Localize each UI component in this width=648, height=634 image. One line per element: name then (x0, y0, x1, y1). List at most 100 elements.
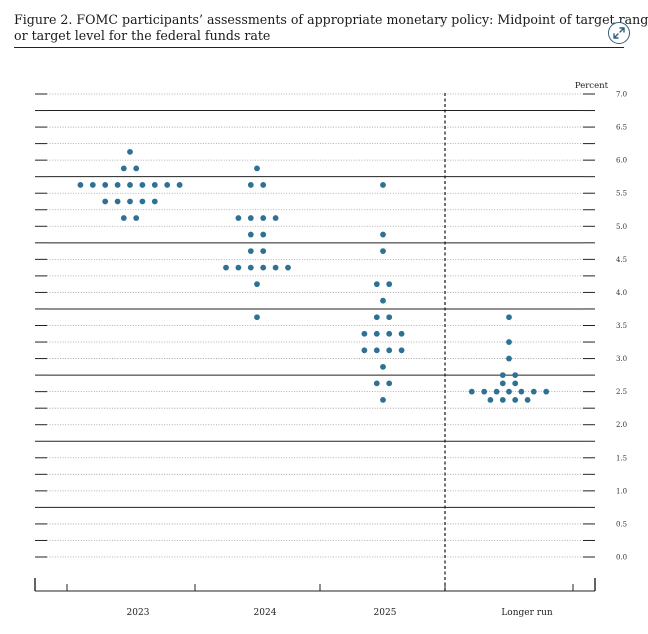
participant-dot (518, 388, 525, 395)
participant-dots (77, 148, 550, 403)
participant-dot (164, 182, 171, 188)
participant-dot (512, 397, 519, 403)
participant-dot (380, 248, 386, 254)
y-tick-label: 3.0 (616, 355, 627, 363)
participant-dot (373, 347, 380, 354)
participant-dot (247, 231, 254, 238)
participant-dot (176, 182, 183, 188)
caption-line-2: or target level for the federal funds ra… (14, 28, 271, 43)
participant-dot (373, 281, 380, 288)
participant-dot (380, 363, 386, 370)
y-tick-label: 1.5 (616, 454, 627, 462)
y-tick-label: 6.0 (616, 157, 627, 165)
participant-dot (223, 264, 229, 271)
participant-dot (127, 182, 133, 188)
y-axis-unit-label: Percent (575, 81, 609, 91)
participant-dot (493, 388, 500, 395)
expand-arrows-icon (613, 27, 625, 39)
participant-dot (380, 182, 386, 188)
y-tick-label: 4.0 (616, 289, 627, 297)
participant-dot (77, 182, 84, 188)
y-axis-ticks: 0.0 0.5 1.0 1.5 2.0 2.5 3.0 3.5 4.0 4.5 5.0 5.5 6.0 6… (616, 91, 627, 562)
participant-dot (102, 182, 109, 188)
participant-dot (260, 248, 267, 254)
participant-dot (114, 198, 121, 205)
y-tick-label: 0.5 (616, 520, 627, 528)
participant-dot (524, 397, 531, 403)
participant-dot (151, 182, 158, 188)
participant-dot (247, 248, 254, 254)
y-tick-label: 4.5 (616, 256, 627, 264)
x-category-label: 2024 (254, 608, 277, 618)
participant-dot (543, 388, 550, 395)
participant-dot (499, 380, 506, 387)
participant-dot (468, 388, 475, 395)
participant-dot (139, 182, 146, 188)
participant-dot (361, 347, 368, 354)
participant-dot (272, 264, 279, 271)
participant-dot (254, 281, 260, 288)
participant-dot (247, 182, 254, 188)
participant-dot (512, 372, 519, 379)
expand-button[interactable] (608, 22, 630, 44)
participant-dot (120, 165, 127, 172)
participant-dot (373, 314, 380, 321)
y-tick-label: 2.0 (616, 421, 627, 429)
participant-dot (386, 330, 393, 337)
participant-dot (398, 347, 405, 354)
participant-dot (386, 380, 393, 387)
participant-dot (361, 330, 368, 337)
participant-dot (247, 215, 254, 221)
participant-dot (530, 388, 537, 395)
participant-dot (373, 380, 380, 387)
participant-dot (102, 198, 109, 205)
participant-dot (380, 297, 386, 304)
participant-dot (499, 372, 506, 379)
participant-dot (380, 231, 386, 238)
participant-dot (506, 314, 512, 321)
participant-dot (499, 397, 506, 403)
participant-dot (235, 215, 242, 221)
participant-dot (120, 215, 127, 221)
participant-dot (373, 330, 380, 337)
participant-dot (512, 380, 519, 387)
y-tick-label: 5.5 (616, 190, 627, 198)
participant-dot (260, 231, 267, 238)
participant-dot (127, 198, 133, 205)
participant-dot (380, 397, 386, 403)
participant-dot (133, 215, 140, 221)
participant-dot (506, 388, 512, 395)
participant-dot (127, 148, 133, 155)
figure-caption: Figure 2. FOMC participants’ assessments… (14, 12, 648, 44)
participant-dot (254, 165, 260, 172)
y-tick-label: 7.0 (616, 91, 627, 99)
participant-dot (235, 264, 242, 271)
caption-line-1: Figure 2. FOMC participants’ assessments… (14, 12, 648, 27)
y-tick-label: 1.0 (616, 487, 627, 495)
participant-dot (272, 215, 279, 221)
y-tick-label: 6.5 (616, 124, 627, 132)
participant-dot (386, 281, 393, 288)
participant-dot (247, 264, 254, 271)
participant-dot (139, 198, 146, 205)
participant-dot (506, 355, 512, 362)
participant-dot (114, 182, 121, 188)
participant-dot (133, 165, 140, 172)
y-tick-label: 3.5 (616, 322, 627, 330)
participant-dot (254, 314, 260, 321)
x-category-label: 2023 (127, 608, 150, 618)
chart-gridlines (35, 93, 595, 558)
caption-divider (14, 47, 624, 48)
participant-dot (487, 397, 494, 403)
participant-dot (285, 264, 291, 271)
participant-dot (260, 215, 267, 221)
participant-dot (260, 182, 267, 188)
participant-dot (398, 330, 405, 337)
participant-dot (506, 339, 512, 345)
participant-dot (386, 347, 393, 354)
x-category-label: 2025 (374, 608, 397, 618)
y-tick-label: 5.0 (616, 223, 627, 231)
participant-dot (151, 198, 158, 205)
participant-dot (260, 264, 267, 271)
y-tick-label: 0.0 (616, 554, 627, 562)
